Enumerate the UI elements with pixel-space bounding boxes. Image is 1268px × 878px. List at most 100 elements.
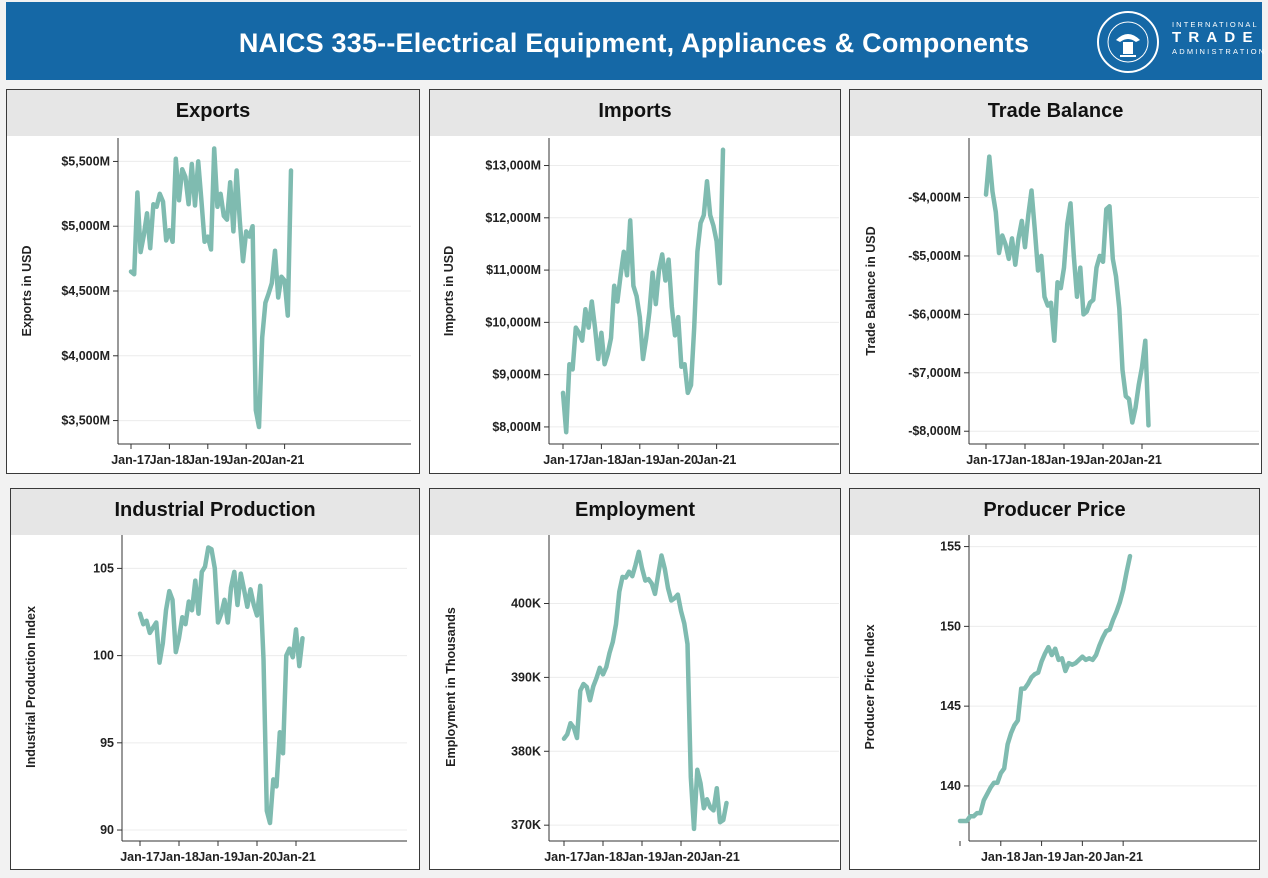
data-point	[1064, 669, 1067, 673]
data-point	[232, 230, 235, 233]
data-point	[1023, 687, 1026, 690]
data-point	[566, 733, 569, 736]
x-tick-label: Jan-17	[544, 850, 584, 864]
data-point	[252, 603, 255, 607]
y-tick-label: $12,000M	[485, 211, 541, 225]
data-point	[595, 676, 598, 680]
data-point	[149, 247, 152, 250]
data-point	[677, 315, 680, 319]
data-point	[1101, 260, 1105, 263]
data-point	[651, 271, 654, 274]
y-tick-label: -$5,000M	[908, 249, 961, 263]
data-point	[622, 250, 625, 253]
data-point	[725, 801, 728, 805]
data-point	[139, 250, 142, 254]
commerce-seal-icon	[1097, 11, 1159, 73]
data-point	[699, 781, 702, 785]
data-point	[1013, 724, 1016, 727]
data-point	[270, 282, 273, 285]
data-point	[1098, 644, 1101, 647]
x-tick-label: Jan-17	[966, 453, 1006, 467]
trade-balance-chart: -$8,000M -$7,000M -$6,000M -$5,000M -$4,000M…	[864, 138, 1259, 467]
data-point	[661, 253, 664, 256]
y-tick-label: $9,000M	[492, 368, 541, 382]
data-point	[251, 225, 254, 228]
data-point	[994, 210, 997, 214]
data-point	[619, 274, 622, 277]
x-tick-label: Jan-17	[120, 850, 160, 864]
data-point	[958, 819, 962, 823]
data-point	[1091, 658, 1094, 662]
data-point	[168, 228, 171, 232]
x-tick-label: Jan-19	[1022, 850, 1062, 864]
y-tick-label: $10,000M	[485, 315, 541, 329]
data-point	[1077, 658, 1081, 662]
data-point	[702, 213, 705, 217]
data-point	[1072, 254, 1075, 258]
data-point	[644, 579, 647, 582]
data-point	[203, 565, 207, 568]
data-point	[190, 162, 193, 166]
data-point	[285, 654, 288, 657]
data-point	[1019, 687, 1023, 690]
data-point	[155, 621, 158, 624]
data-point	[1085, 310, 1088, 313]
x-tick-label: Jan-18	[159, 850, 199, 864]
data-point	[718, 281, 721, 285]
data-point	[634, 563, 637, 567]
employment-chart: 370K 380K 390K 400K Jan-17 Jan-18 Jan-19 Jan-20…	[444, 535, 839, 864]
x-tick-label: Jan-19	[622, 850, 662, 864]
data-point	[283, 279, 286, 282]
data-point	[1144, 339, 1147, 342]
data-point	[226, 621, 229, 624]
data-point	[637, 550, 640, 553]
exports-panel: Exports $3,500M $4,000M $4,500M $5,000M $5,5…	[6, 89, 420, 474]
data-point	[581, 339, 584, 342]
data-point	[587, 326, 590, 329]
data-point	[200, 570, 203, 574]
y-tick-label: 145	[940, 699, 961, 713]
data-point	[653, 592, 657, 596]
data-point	[561, 391, 565, 395]
data-point	[239, 572, 242, 575]
data-point	[673, 334, 677, 337]
data-point	[568, 362, 571, 366]
data-point	[1040, 254, 1043, 258]
data-point	[600, 331, 603, 335]
data-point	[207, 546, 210, 549]
data-point	[298, 664, 301, 668]
data-point	[702, 806, 705, 810]
data-point	[683, 362, 686, 366]
data-point	[164, 609, 168, 612]
data-point	[666, 586, 670, 590]
data-point	[203, 240, 206, 243]
y-tick-label: $4,000M	[61, 349, 110, 363]
data-point	[582, 682, 585, 686]
data-point	[165, 239, 168, 242]
data-point	[569, 722, 572, 725]
data-point	[608, 651, 611, 655]
data-point	[142, 234, 145, 237]
data-point	[158, 192, 161, 196]
y-tick-label: $5,000M	[61, 219, 110, 233]
data-point	[667, 258, 670, 261]
data-point	[565, 430, 568, 434]
x-tick-label: Jan-18	[981, 850, 1021, 864]
data-point	[577, 331, 581, 335]
data-point	[625, 274, 629, 277]
series-line	[983, 154, 1151, 428]
data-point	[693, 326, 696, 329]
data-point	[592, 685, 595, 688]
data-point	[257, 425, 261, 429]
panel-title: Industrial Production	[11, 489, 419, 535]
panel-title: Employment	[430, 489, 840, 535]
panel-title: Exports	[7, 90, 419, 136]
data-point	[975, 811, 979, 815]
data-point	[1002, 767, 1006, 770]
data-point	[1047, 645, 1050, 649]
data-point	[601, 673, 605, 676]
data-point	[280, 275, 283, 278]
x-tick-label: Jan-20	[661, 850, 701, 864]
y-tick-label: 90	[100, 823, 114, 837]
x-tick-label: Jan-21	[700, 850, 740, 864]
